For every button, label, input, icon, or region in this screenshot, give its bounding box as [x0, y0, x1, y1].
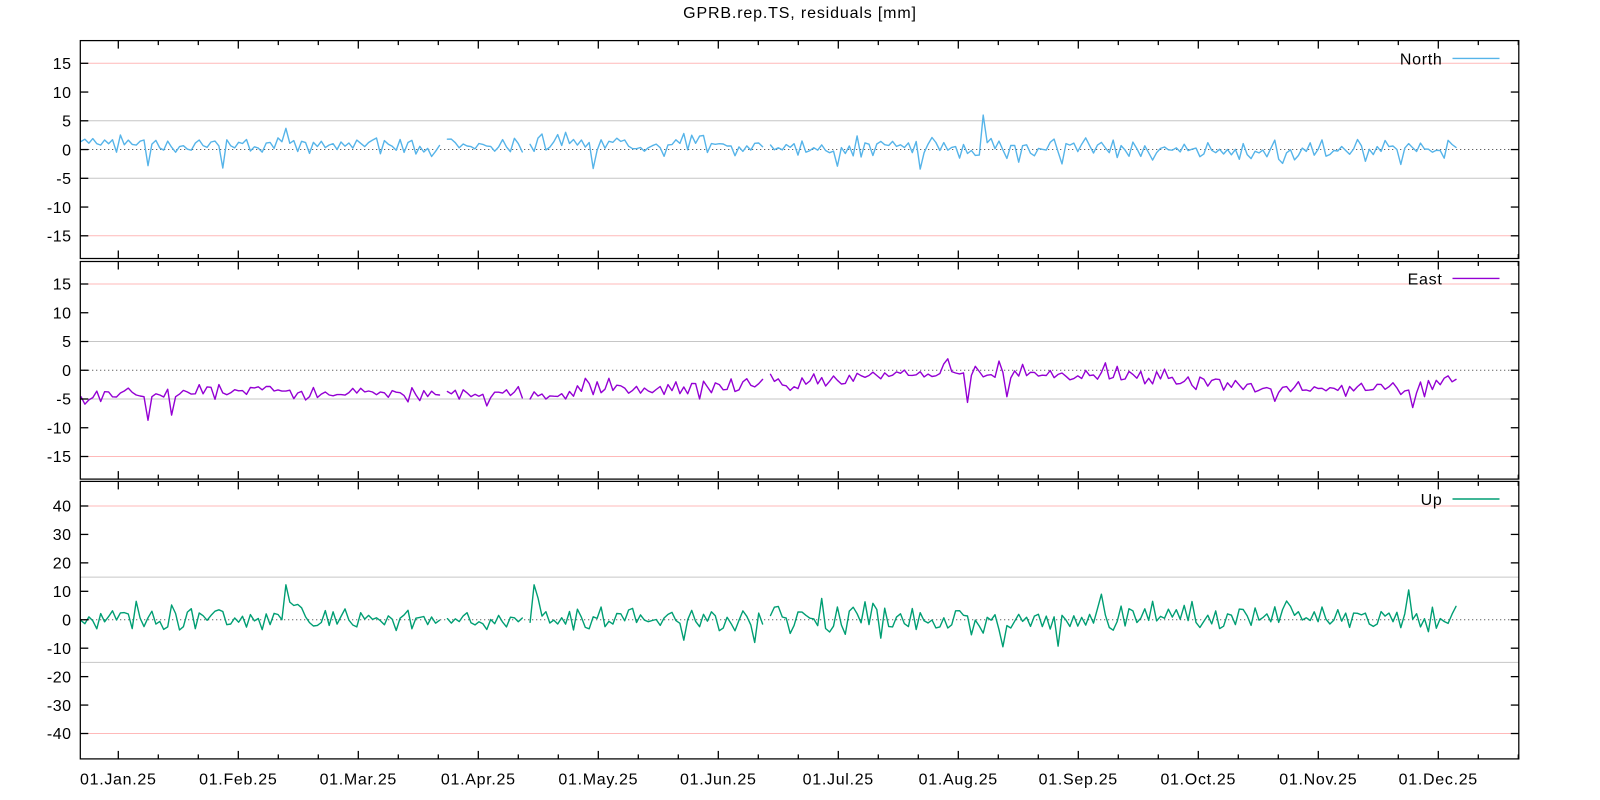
svg-text:-10: -10 [47, 641, 72, 658]
svg-text:01.Jun.25: 01.Jun.25 [680, 772, 757, 789]
svg-text:20: 20 [53, 556, 72, 573]
svg-text:-5: -5 [56, 392, 71, 409]
svg-text:-40: -40 [47, 726, 72, 743]
svg-text:10: 10 [53, 305, 72, 322]
svg-text:01.Dec.25: 01.Dec.25 [1399, 772, 1478, 789]
svg-text:-15: -15 [47, 449, 72, 466]
svg-text:01.Apr.25: 01.Apr.25 [441, 772, 516, 789]
svg-text:30: 30 [53, 527, 72, 544]
svg-text:North: North [1400, 51, 1443, 68]
svg-text:-30: -30 [47, 698, 72, 715]
svg-text:15: 15 [53, 56, 72, 73]
svg-text:-20: -20 [47, 669, 72, 686]
svg-text:01.Jul.25: 01.Jul.25 [803, 772, 874, 789]
svg-text:01.Jan.25: 01.Jan.25 [80, 772, 157, 789]
svg-text:5: 5 [62, 334, 71, 351]
svg-text:-10: -10 [47, 420, 72, 437]
svg-text:-10: -10 [47, 200, 72, 217]
svg-text:01.Oct.25: 01.Oct.25 [1160, 772, 1236, 789]
svg-text:GPRB.rep.TS, residuals [mm]: GPRB.rep.TS, residuals [mm] [683, 5, 917, 22]
svg-text:15: 15 [53, 277, 72, 294]
svg-text:5: 5 [62, 114, 71, 131]
svg-text:01.May.25: 01.May.25 [558, 772, 638, 789]
svg-text:10: 10 [53, 584, 72, 601]
svg-text:East: East [1408, 271, 1443, 288]
svg-text:Up: Up [1421, 492, 1443, 509]
svg-text:0: 0 [62, 142, 71, 159]
svg-text:40: 40 [53, 499, 72, 516]
svg-text:01.Nov.25: 01.Nov.25 [1279, 772, 1357, 789]
svg-text:01.Sep.25: 01.Sep.25 [1039, 772, 1118, 789]
svg-text:01.Aug.25: 01.Aug.25 [919, 772, 998, 789]
svg-text:01.Mar.25: 01.Mar.25 [320, 772, 397, 789]
svg-text:0: 0 [62, 612, 71, 629]
svg-text:10: 10 [53, 85, 72, 102]
svg-text:01.Feb.25: 01.Feb.25 [199, 772, 277, 789]
svg-text:-15: -15 [47, 229, 72, 246]
svg-text:0: 0 [62, 363, 71, 380]
svg-text:-5: -5 [56, 171, 71, 188]
